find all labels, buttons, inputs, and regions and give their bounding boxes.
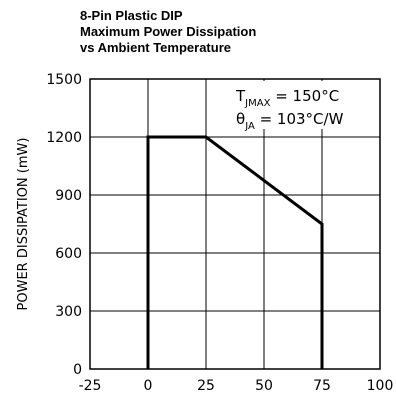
x-tick-label-1: 0 xyxy=(144,378,153,394)
chart-title: 8-Pin Plastic DIP Maximum Power Dissipat… xyxy=(80,8,256,56)
plot-frame xyxy=(89,78,381,370)
y-tick-label-5: 1500 xyxy=(46,72,82,88)
chart-title-line-1: 8-Pin Plastic DIP xyxy=(80,8,183,23)
annotation-background xyxy=(228,81,378,129)
x-tick-label-3: 50 xyxy=(255,378,273,394)
chart-title-line-2: Maximum Power Dissipation xyxy=(80,24,257,39)
y-tick-labels: 0 300 600 900 1200 1500 xyxy=(46,72,82,378)
annotation-thetaja-sub: JA xyxy=(244,121,255,132)
annotation-tjmax-main: T xyxy=(235,87,246,105)
x-tick-label-4: 75 xyxy=(313,378,331,394)
annotation-tjmax-sub: JMAX xyxy=(244,98,270,109)
annotation-box: TJMAX = 150°C θJA = 103°C/W xyxy=(228,81,378,132)
y-tick-label-1: 300 xyxy=(55,304,82,320)
series-layer xyxy=(146,135,324,370)
x-tick-label-2: 25 xyxy=(197,378,215,394)
y-axis-label: POWER DISSIPATION (mW) xyxy=(16,138,31,311)
annotation-tjmax-rest: = 150°C xyxy=(270,87,339,105)
y-tick-label-4: 1200 xyxy=(46,130,82,146)
annotation-thetaja: θJA = 103°C/W xyxy=(236,110,344,132)
x-tick-label-5: 100 xyxy=(367,378,394,394)
annotation-thetaja-main: θ xyxy=(236,110,245,128)
y-tick-label-2: 600 xyxy=(55,246,82,262)
x-tick-labels: -25 0 25 50 75 100 xyxy=(79,378,394,394)
chart-title-line-3: vs Ambient Temperature xyxy=(80,40,231,55)
y-tick-label-3: 900 xyxy=(55,188,82,204)
x-tick-label-0: -25 xyxy=(79,378,102,394)
annotation-thetaja-rest: = 103°C/W xyxy=(255,110,344,128)
y-tick-label-0: 0 xyxy=(73,362,82,378)
annotation-tjmax: TJMAX = 150°C xyxy=(235,87,339,109)
